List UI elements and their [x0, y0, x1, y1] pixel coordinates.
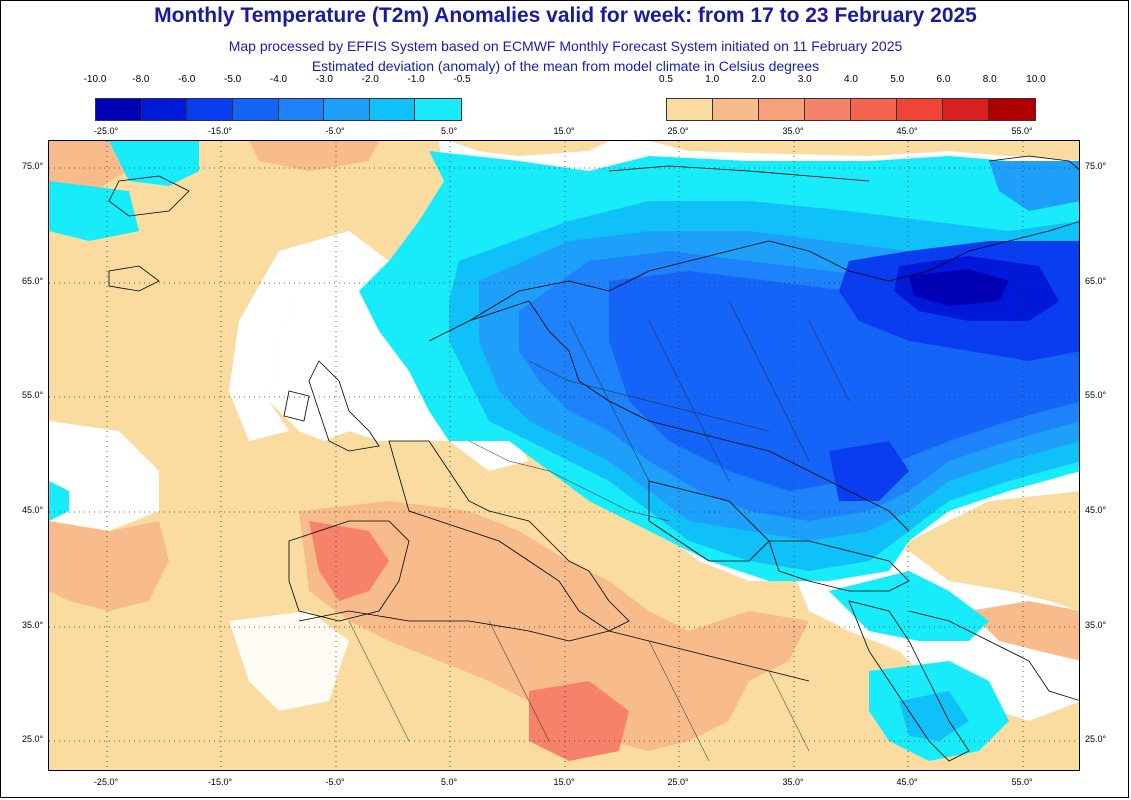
cold-anomaly-legend: -10.0 -8.0 -6.0 -5.0 -4.0 -3.0 -2.0 -1.0 -0.5	[84, 74, 471, 121]
legend_cold-swatch	[369, 99, 416, 120]
latitude-label: 75.0°	[22, 161, 44, 171]
longitude-label: -5.0°	[325, 777, 345, 787]
longitude-label: -15.0°	[207, 126, 233, 136]
longitude-label: 55.0°	[1011, 777, 1033, 787]
longitude-label: -15.0°	[207, 777, 233, 787]
legend_cold-swatch	[324, 99, 370, 120]
longitude-label: 45.0°	[896, 126, 918, 136]
legend_warm-tick-label: 4.0	[844, 74, 858, 85]
legend_warm-swatch	[805, 99, 851, 120]
latitude-label: 45.0°	[1085, 505, 1107, 515]
cold-legend-colorbar	[95, 98, 462, 121]
warm-legend-colorbar	[666, 98, 1036, 121]
legend_cold-tick-label: -5.0	[224, 74, 242, 85]
latitude-label: 75.0°	[1085, 161, 1107, 171]
longitude-label: 35.0°	[782, 126, 804, 136]
warm-legend-tick-labels: 0.5 1.0 2.0 3.0 4.0 5.0 6.0 8.0 10.0	[659, 74, 1046, 98]
map-subtitle-units: Estimated deviation (anomaly) of the mea…	[311, 58, 820, 74]
legend_warm-swatch	[989, 99, 1035, 120]
latitude-label: 35.0°	[1085, 620, 1107, 630]
legend_warm-tick-label: 5.0	[890, 74, 905, 85]
legend_warm-swatch	[759, 99, 805, 120]
legend_cold-tick-label: -1.0	[407, 74, 425, 85]
longitude-label: -5.0°	[325, 126, 345, 136]
cold-anomaly-level7-areas	[909, 269, 1009, 306]
legend_cold-tick-label: -8.0	[132, 74, 150, 85]
legend_warm-tick-label: 3.0	[797, 74, 812, 85]
latitude-label: 55.0°	[1085, 390, 1107, 400]
legend_warm-swatch	[897, 99, 943, 120]
map-title: Monthly Temperature (T2m) Anomalies vali…	[154, 4, 977, 27]
longitude-label: 5.0°	[440, 126, 458, 136]
anomaly-map	[48, 140, 1080, 771]
legend_warm-tick-label: 10.0	[1026, 74, 1046, 85]
warm-anomaly-legend: 0.5 1.0 2.0 3.0 4.0 5.0 6.0 8.0 10.0	[659, 74, 1046, 121]
legend_warm-swatch	[713, 99, 759, 120]
legend_warm-swatch	[943, 99, 989, 120]
latitude-label: 55.0°	[22, 390, 44, 400]
legend_cold-tick-label: -0.5	[453, 74, 471, 85]
longitude-label: 35.0°	[782, 777, 804, 787]
anomaly-map-svg	[49, 141, 1079, 770]
longitude-label: 15.0°	[553, 126, 575, 136]
latitude-label: 45.0°	[22, 505, 44, 515]
legend_cold-tick-label: -3.0	[315, 74, 333, 85]
latitude-label: 65.0°	[1085, 276, 1107, 286]
warm-anomaly-mid-areas	[49, 141, 1079, 751]
legend_cold-swatch	[232, 99, 279, 120]
legend_cold-swatch	[187, 99, 233, 120]
legend_warm-tick-label: 2.0	[751, 74, 766, 85]
latitude-label: 25.0°	[1085, 734, 1107, 744]
legend_cold-swatch	[96, 99, 142, 120]
longitude-label: -25.0°	[93, 777, 119, 787]
legend_warm-tick-label: 8.0	[982, 74, 997, 85]
longitude-label: 15.0°	[553, 777, 575, 787]
longitude-label: 55.0°	[1011, 126, 1033, 136]
graticule	[49, 141, 1079, 770]
latitude-label: 65.0°	[22, 276, 44, 286]
cold-legend-tick-labels: -10.0 -8.0 -6.0 -5.0 -4.0 -3.0 -2.0 -1.0 -0.5	[84, 74, 471, 98]
legend_warm-swatch	[667, 99, 713, 120]
longitude-label: 5.0°	[440, 777, 458, 787]
legend_cold-tick-label: -10.0	[83, 74, 107, 85]
longitude-label: 25.0°	[667, 126, 689, 136]
legend_cold-tick-label: -6.0	[178, 74, 196, 85]
legend_cold-swatch	[141, 99, 188, 120]
country-borders	[348, 300, 850, 762]
legend_cold-tick-label: -4.0	[269, 74, 288, 85]
longitude-label: 45.0°	[896, 777, 918, 787]
legend_warm-tick-label: 1.0	[705, 74, 720, 85]
legend_warm-tick-label: 0.5	[659, 74, 673, 85]
legend_warm-swatch	[851, 99, 897, 120]
longitude-label: 25.0°	[667, 777, 689, 787]
coastlines	[108, 155, 1079, 762]
legend_cold-swatch	[278, 99, 325, 120]
legend_warm-tick-label: 6.0	[936, 74, 951, 85]
legend_cold-tick-label: -2.0	[361, 74, 379, 85]
latitude-label: 25.0°	[22, 734, 44, 744]
longitude-label: -25.0°	[93, 126, 119, 136]
latitude-label: 35.0°	[22, 620, 44, 630]
map-subtitle-processing: Map processed by EFFIS System based on E…	[228, 38, 903, 54]
legend_cold-swatch	[415, 99, 461, 120]
